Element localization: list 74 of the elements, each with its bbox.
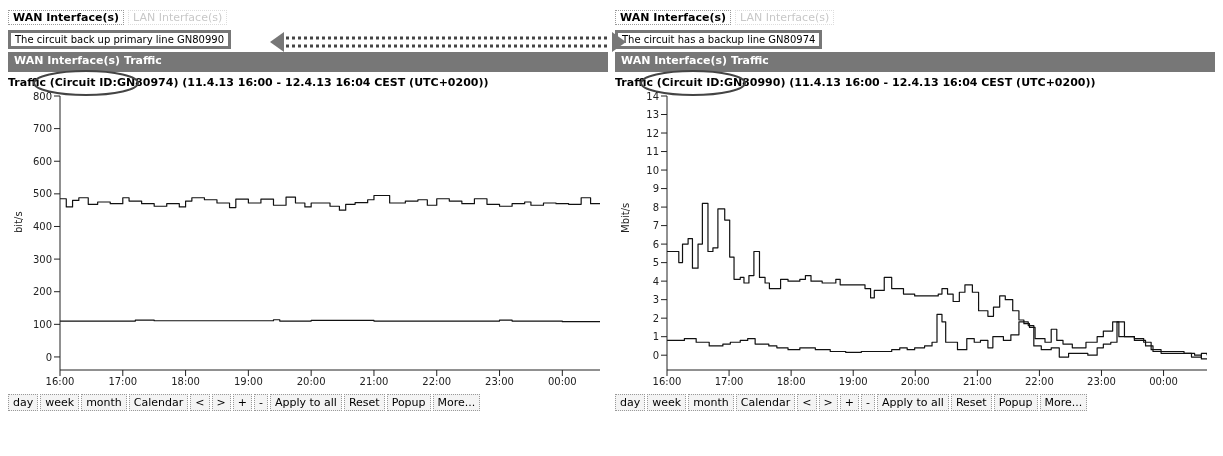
x-tick-label: 20:00 (296, 376, 326, 388)
x-tick-label: 19:00 (838, 376, 868, 388)
x-tick-label: 18:00 (171, 376, 200, 388)
text: week (647, 394, 687, 411)
text: month (688, 394, 734, 411)
y-tick-label: 2 (652, 312, 659, 324)
text: + (839, 394, 859, 411)
x-tick-label: 19:00 (233, 376, 263, 388)
y-tick-label: 13 (646, 109, 659, 121)
text: More... (432, 394, 481, 411)
x-tick-label: 16:00 (652, 376, 682, 388)
text: Reset (343, 394, 385, 411)
x-tick-label: 18:00 (776, 376, 806, 388)
text: day (8, 394, 39, 411)
text: - (860, 394, 875, 411)
y-tick-label: 4 (652, 275, 659, 287)
y-tick-label: 14 (646, 90, 659, 102)
text: WAN Interface(s) (8, 9, 125, 25)
text: Calendar (128, 394, 189, 411)
y-tick-label: 7 (652, 220, 659, 232)
x-tick-label: 00:00 (1149, 376, 1178, 388)
text: Reset (950, 394, 992, 411)
y-tick-label: 12 (646, 127, 659, 139)
text: The circuit has a backup line GN80974 (615, 29, 823, 49)
y-axis-title: bit/s (12, 211, 24, 233)
x-tick-label: 23:00 (1087, 376, 1116, 388)
text: + (232, 394, 252, 411)
y-tick-label: 5 (652, 257, 659, 269)
text: Apply to all (269, 394, 342, 411)
x-tick-label: 20:00 (900, 376, 930, 388)
y-tick-label: 200 (32, 286, 52, 298)
x-tick-label: 16:00 (45, 376, 75, 388)
text: < (190, 394, 210, 411)
y-tick-label: 3 (652, 294, 659, 306)
y-tick-label: 300 (32, 253, 52, 265)
x-tick-label: 22:00 (422, 376, 452, 388)
text: The circuit back up primary line GN80990 (8, 29, 232, 49)
y-tick-label: 8 (652, 201, 659, 213)
x-tick-label: 00:00 (547, 376, 577, 388)
y-tick-label: 500 (32, 188, 52, 200)
text: WAN Interface(s) (615, 9, 732, 25)
y-tick-label: 400 (32, 221, 52, 233)
x-tick-label: 22:00 (1025, 376, 1054, 388)
text: More... (1039, 394, 1088, 411)
y-tick-label: 1 (652, 331, 659, 343)
y-axis-title: Mbit/s (619, 202, 631, 233)
text: > (818, 394, 838, 411)
text: Apply to all (876, 394, 949, 411)
text: < (797, 394, 817, 411)
text: Calendar (735, 394, 796, 411)
text: Popup (386, 394, 431, 411)
text: Popup (993, 394, 1038, 411)
text: WAN Interface(s) Traffic (8, 52, 608, 72)
y-tick-label: 11 (646, 146, 659, 158)
x-tick-label: 21:00 (359, 376, 389, 388)
text: WAN Interface(s) Traffic (615, 52, 1215, 72)
y-tick-label: 6 (652, 238, 659, 250)
text: day (615, 394, 646, 411)
text: week (40, 394, 80, 411)
y-tick-label: 100 (32, 318, 52, 330)
y-tick-label: 10 (646, 164, 659, 176)
y-tick-label: 800 (32, 90, 52, 102)
text: month (81, 394, 127, 411)
x-tick-label: 17:00 (714, 376, 744, 388)
y-tick-label: 700 (32, 123, 52, 135)
text: > (211, 394, 231, 411)
text: - (253, 394, 268, 411)
y-tick-label: 0 (652, 349, 659, 361)
x-tick-label: 17:00 (108, 376, 138, 388)
y-tick-label: 0 (45, 351, 52, 363)
y-tick-label: 9 (652, 183, 659, 195)
x-tick-label: 21:00 (962, 376, 992, 388)
x-tick-label: 23:00 (485, 376, 514, 388)
y-tick-label: 600 (32, 155, 52, 167)
